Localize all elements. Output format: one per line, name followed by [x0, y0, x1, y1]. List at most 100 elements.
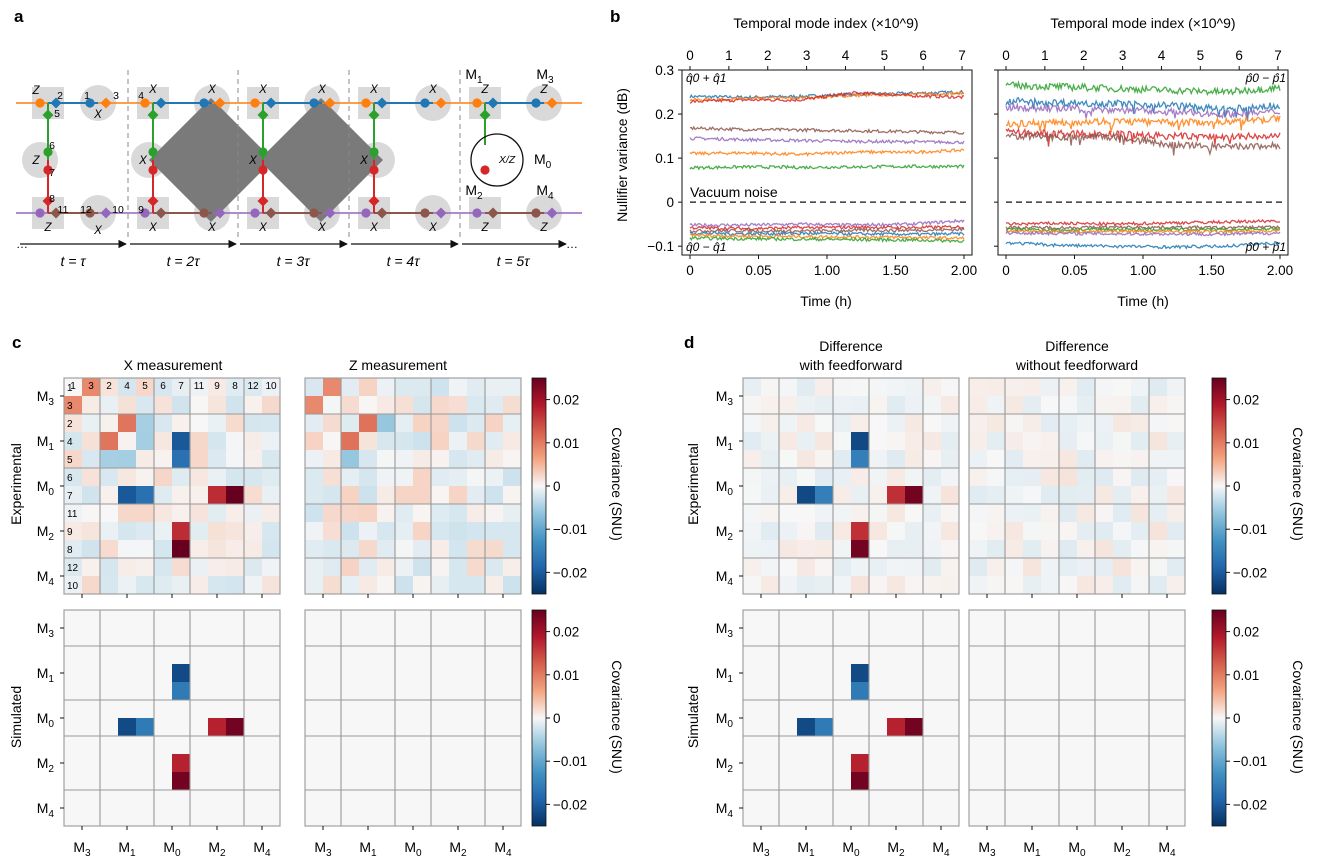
heatmap-cell — [815, 646, 834, 665]
heatmap-cell — [761, 610, 780, 629]
d-title-without-ff-line1: Difference — [1045, 338, 1109, 354]
heatmap-cell — [190, 736, 209, 755]
heatmap-cell — [341, 558, 360, 577]
heatmap-cell — [431, 486, 450, 505]
heatmap-cell — [341, 486, 360, 505]
heatmap-mode-label-col: 7 — [178, 381, 184, 392]
colorbar — [1211, 377, 1227, 595]
heatmap-cell — [136, 504, 155, 523]
heatmap-cell — [969, 628, 988, 647]
a-mode-dot — [361, 98, 371, 108]
heatmap-cell — [923, 754, 942, 773]
heatmap-cell — [941, 486, 960, 505]
heatmap-cell — [449, 736, 468, 755]
a-node-number: 7 — [49, 167, 55, 179]
heatmap-cell — [815, 628, 834, 647]
heatmap-cell — [208, 450, 227, 469]
a-mode-dot — [140, 208, 150, 218]
heatmap-cell — [1005, 700, 1024, 719]
heatmap-cell — [1023, 700, 1042, 719]
b-annotation-top: p̂0 − p̂1 — [1245, 71, 1286, 85]
heatmap-cell — [305, 486, 324, 505]
heatmap-cell — [969, 432, 988, 451]
heatmap-cell — [1041, 432, 1060, 451]
a-mode-diamond — [368, 109, 380, 121]
heatmap-cell — [413, 736, 432, 755]
heatmap-cell — [449, 522, 468, 541]
heatmap-cell — [815, 486, 834, 505]
heatmap-xlabel: M1 — [359, 839, 377, 859]
colorbar — [1211, 609, 1227, 827]
b-xtick-label: 2.00 — [951, 263, 977, 278]
heatmap-cell — [1023, 610, 1042, 629]
heatmap-cell — [341, 432, 360, 451]
a-mode-diamond — [435, 207, 447, 219]
heatmap-cell — [1095, 628, 1114, 647]
heatmap-cell — [815, 504, 834, 523]
heatmap-cell — [118, 736, 137, 755]
a-mode-dot — [43, 147, 53, 157]
heatmap-cell — [1005, 736, 1024, 755]
heatmap-cell — [1077, 504, 1096, 523]
heatmap-cell — [941, 522, 960, 541]
b-xlabel-left: Time (h) — [800, 293, 852, 309]
heatmap-cell — [779, 576, 798, 595]
heatmap-cell — [1023, 754, 1042, 773]
heatmap-cell — [377, 790, 396, 809]
heatmap-cell — [969, 682, 988, 701]
heatmap-cell — [833, 414, 852, 433]
heatmap-cell — [208, 646, 227, 665]
heatmap-cell — [797, 558, 816, 577]
heatmap-cell — [923, 610, 942, 629]
b-series-line — [1005, 224, 1281, 231]
colorbar-tick-label: 0.02 — [1233, 393, 1259, 408]
heatmap-cell — [1041, 682, 1060, 701]
c-row-title-simulated: Simulated — [8, 686, 24, 748]
a-label-x: X — [369, 222, 379, 234]
heatmap-cell — [1095, 718, 1114, 737]
heatmap-cell — [467, 610, 486, 629]
heatmap-cell — [100, 718, 119, 737]
heatmap-cell — [244, 646, 263, 665]
heatmap-cell — [797, 628, 816, 647]
heatmap-cell — [1041, 646, 1060, 665]
heatmap-cell — [969, 450, 988, 469]
heatmap-mode-label-col: 4 — [124, 381, 130, 392]
heatmap-cell — [503, 610, 522, 629]
heatmap-cell — [485, 378, 504, 397]
heatmap-mode-label-col: 3 — [88, 381, 94, 392]
heatmap-cell — [761, 628, 780, 647]
heatmap-cell — [1131, 646, 1150, 665]
heatmap-cell — [118, 450, 137, 469]
heatmap-cell — [377, 628, 396, 647]
heatmap-cell — [1167, 790, 1186, 809]
heatmap-cell — [941, 558, 960, 577]
colorbar-tick-label: −0.02 — [1233, 797, 1267, 812]
heatmap-cell — [395, 450, 414, 469]
b-xtick-label: 1.50 — [882, 263, 908, 278]
heatmap-cell — [1113, 432, 1132, 451]
heatmap-cell — [100, 540, 119, 559]
heatmap-cell — [1149, 432, 1168, 451]
heatmap-ylabel: M3 — [37, 620, 55, 640]
heatmap-cell — [1059, 718, 1078, 737]
heatmap-cell — [64, 664, 83, 683]
heatmap-cell — [1149, 558, 1168, 577]
heatmap-cell — [136, 790, 155, 809]
heatmap-cell — [851, 432, 870, 451]
heatmap-cell — [226, 486, 245, 505]
heatmap-cell — [377, 610, 396, 629]
a-mode-diamond — [368, 195, 380, 207]
heatmap-cell — [431, 610, 450, 629]
heatmap-cell — [118, 664, 137, 683]
b-series-line — [689, 230, 965, 238]
heatmap-cell — [797, 432, 816, 451]
heatmap-cell — [1077, 396, 1096, 415]
heatmap-cell — [941, 378, 960, 397]
heatmap-cell — [359, 754, 378, 773]
heatmap-cell — [467, 540, 486, 559]
heatmap-cell — [1095, 736, 1114, 755]
heatmap-cell — [190, 522, 209, 541]
heatmap-cell — [172, 628, 191, 647]
heatmap-cell — [100, 558, 119, 577]
